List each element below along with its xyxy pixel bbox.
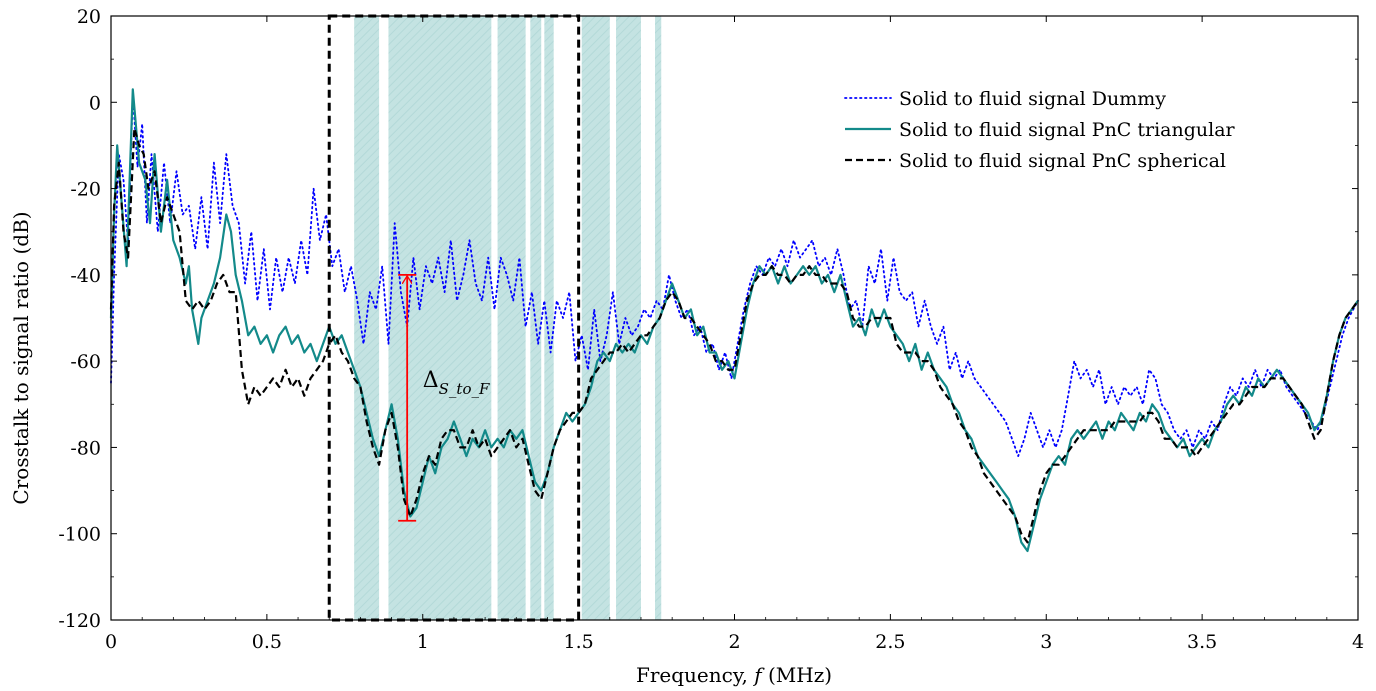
bandgap-region-1 xyxy=(388,16,492,620)
y-tick-label-4: -40 xyxy=(70,265,101,287)
x-tick-label-6: 3 xyxy=(1040,631,1052,653)
bandgap-region-0 xyxy=(354,16,380,620)
bandgap-region-3 xyxy=(530,16,542,620)
series-dummy-line xyxy=(110,92,1359,457)
legend-label-series-dummy: Solid to fluid signal Dummy xyxy=(899,88,1166,110)
y-tick-label-2: -80 xyxy=(70,437,101,459)
x-axis-label-unit: (MHz) xyxy=(762,663,832,687)
plot-frame xyxy=(110,15,1359,621)
x-axis-label-text: Frequency, xyxy=(636,663,754,687)
bandgap-regions xyxy=(354,16,662,620)
y-tick-label-7: 20 xyxy=(77,6,101,28)
bandgap-region-2 xyxy=(497,16,526,620)
delta-label-subscript: S_to_F xyxy=(439,380,490,398)
bandgap-region-5 xyxy=(581,16,610,620)
y-tick-label-5: -20 xyxy=(70,179,101,201)
legend: Solid to fluid signal Dummy Solid to flui… xyxy=(844,88,1236,172)
y-tick-label-0: -120 xyxy=(58,610,101,632)
bandgap-region-7 xyxy=(655,16,662,620)
x-axis-label: Frequency, f (MHz) xyxy=(636,663,832,687)
bandgap-region-6 xyxy=(616,16,641,620)
x-tick-label-7: 3.5 xyxy=(1187,631,1217,653)
series-pnc-spherical-line xyxy=(109,127,1359,544)
x-tick-label-8: 4 xyxy=(1352,631,1364,653)
x-tick-label-4: 2 xyxy=(728,631,740,653)
x-tick-label-2: 1 xyxy=(417,631,429,653)
bandgap-region-4 xyxy=(544,16,554,620)
x-tick-label-3: 1.5 xyxy=(564,631,594,653)
axes: 0 0.5 1 1.5 2 2.5 3 3.5 4 -120 -100 -80 -60 -40 -20 0 20 xyxy=(58,6,1364,653)
legend-label-series-pnc-triangular: Solid to fluid signal PnC triangular xyxy=(899,119,1236,141)
delta-label-symbol: Δ xyxy=(423,368,439,393)
x-tick-label-0: 0 xyxy=(105,631,117,653)
y-tick-label-6: 0 xyxy=(89,92,101,114)
y-tick-label-3: -60 xyxy=(70,351,101,373)
legend-label-series-pnc-spherical: Solid to fluid signal PnC spherical xyxy=(899,150,1226,172)
series-pnc-triangular-line xyxy=(109,88,1359,553)
x-tick-label-1: 0.5 xyxy=(252,631,282,653)
y-tick-label-1: -100 xyxy=(58,524,101,546)
x-tick-label-5: 2.5 xyxy=(875,631,905,653)
series-lines xyxy=(109,88,1359,553)
y-axis-label: Crosstalk to signal ratio (dB) xyxy=(9,211,33,504)
delta-annotation: ΔS_to_F xyxy=(398,273,490,522)
delta-label: ΔS_to_F xyxy=(423,368,490,398)
